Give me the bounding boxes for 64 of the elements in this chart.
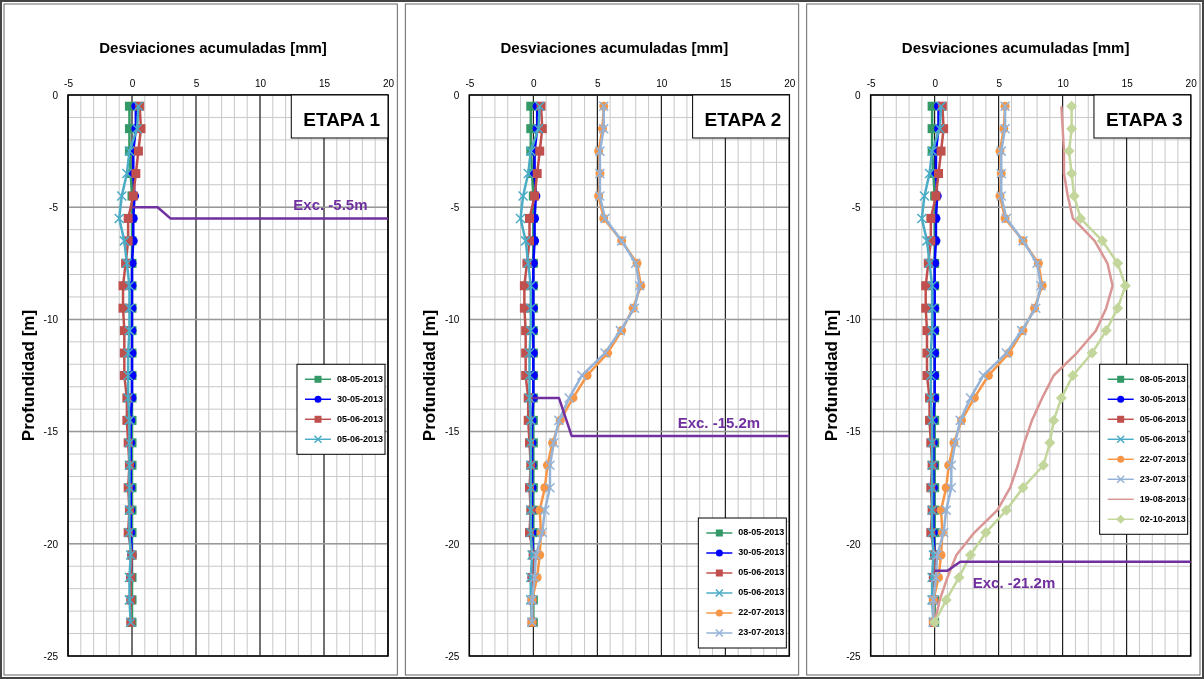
x-tick-label: 0 — [129, 78, 136, 89]
annotation: ETAPA 1 — [303, 109, 381, 130]
y-tick-label: -15 — [444, 426, 460, 438]
y-tick-label: -25 — [43, 650, 59, 662]
y-tick-label: -25 — [444, 650, 460, 662]
legend-label: 08-05-2013 — [738, 527, 785, 538]
x-tick-label: 10 — [254, 78, 267, 89]
y-axis-title: Profundidad [m] — [821, 309, 841, 442]
legend-label: 08-05-2013 — [337, 373, 384, 384]
x-tick-label: -5 — [465, 78, 475, 89]
y-tick-label: -25 — [846, 650, 862, 662]
y-tick-label: -15 — [43, 426, 59, 438]
legend-label: 19-08-2013 — [1139, 493, 1186, 504]
y-tick-label: -20 — [846, 538, 862, 550]
x-tick-label: 5 — [595, 78, 602, 89]
y-axis-title: Profundidad [m] — [19, 309, 38, 442]
legend-label: 05-06-2013 — [1139, 433, 1186, 444]
legend-label: 05-06-2013 — [1139, 413, 1186, 424]
legend-label: 30-05-2013 — [337, 393, 384, 404]
x-tick-label: 15 — [318, 78, 331, 89]
legend-label: 30-05-2013 — [738, 547, 785, 558]
y-tick-label: 0 — [52, 89, 59, 101]
legend-label: 05-06-2013 — [738, 567, 785, 578]
y-tick-label: -10 — [444, 314, 460, 326]
x-tick-label: 20 — [382, 78, 395, 89]
x-tick-label: 20 — [1185, 78, 1198, 89]
x-tick-label: 5 — [193, 78, 200, 89]
y-tick-label: -5 — [450, 201, 460, 213]
x-tick-label: 15 — [720, 78, 732, 89]
y-tick-label: -20 — [43, 538, 59, 550]
x-tick-label: -5 — [64, 78, 74, 89]
legend-label: 05-06-2013 — [738, 587, 785, 598]
y-tick-label: -10 — [43, 314, 59, 326]
y-axis-title: Profundidad [m] — [420, 309, 440, 442]
x-tick-label: 0 — [932, 78, 939, 89]
annotation: ETAPA 2 — [704, 109, 782, 130]
x-tick-label: 10 — [656, 78, 668, 89]
x-axis-title: Desviaciones acumuladas [mm] — [99, 39, 327, 56]
x-tick-label: 10 — [1057, 78, 1070, 89]
legend-label: 02-10-2013 — [1139, 513, 1186, 524]
legend-label: 23-07-2013 — [738, 627, 785, 638]
x-tick-label: 5 — [996, 78, 1003, 89]
legend-label: 22-07-2013 — [738, 607, 785, 618]
x-tick-label: 15 — [1121, 78, 1134, 89]
y-tick-label: 0 — [453, 89, 460, 101]
x-tick-label: 20 — [784, 78, 796, 89]
y-tick-label: 0 — [855, 89, 862, 101]
x-axis-title: Desviaciones acumuladas [mm] — [500, 39, 729, 56]
y-tick-label: -10 — [846, 314, 862, 326]
y-tick-label: -20 — [444, 538, 460, 550]
annotation: Exc. -5.5m — [293, 196, 368, 214]
legend-label: 08-05-2013 — [1139, 373, 1186, 384]
legend-label: 05-06-2013 — [337, 413, 384, 424]
y-tick-label: -15 — [846, 426, 862, 438]
y-tick-label: -5 — [851, 201, 862, 213]
x-tick-label: -5 — [866, 78, 877, 89]
legend-label: 05-06-2013 — [337, 433, 384, 444]
x-tick-label: 0 — [531, 78, 538, 89]
legend-label: 30-05-2013 — [1139, 393, 1186, 404]
legend-label: 22-07-2013 — [1139, 453, 1186, 464]
annotation: ETAPA 3 — [1105, 109, 1183, 130]
legend-label: 23-07-2013 — [1139, 473, 1186, 484]
y-tick-label: -5 — [49, 201, 59, 213]
x-axis-title: Desviaciones acumuladas [mm] — [901, 39, 1130, 56]
